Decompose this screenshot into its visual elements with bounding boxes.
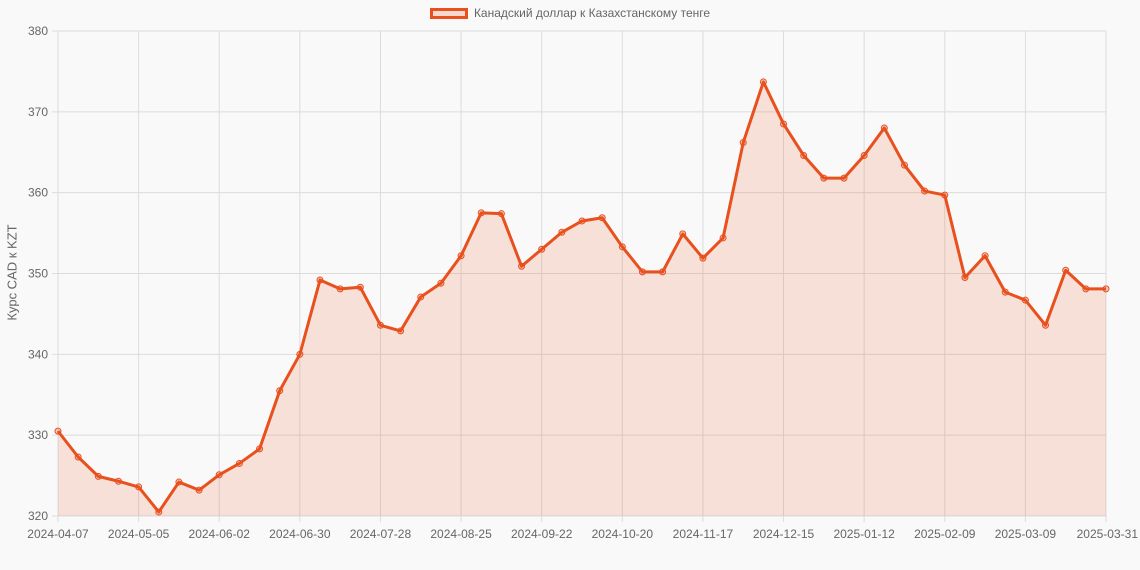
data-point [1062, 266, 1070, 274]
data-point [598, 214, 606, 222]
legend[interactable]: Канадский доллар к Казахстанскому тенге [0, 6, 1140, 20]
data-point [840, 174, 848, 182]
data-point [558, 228, 566, 236]
data-point [316, 276, 324, 284]
data-point [780, 120, 788, 128]
y-tick-label: 330 [28, 428, 48, 442]
x-tick-label: 2024-11-17 [673, 527, 734, 541]
data-point [941, 191, 949, 199]
x-tick-label: 2024-07-28 [350, 527, 412, 541]
x-tick-label: 2024-08-25 [430, 527, 492, 541]
data-point [497, 210, 505, 218]
data-point [437, 279, 445, 287]
data-point [921, 187, 929, 195]
data-point [820, 174, 828, 182]
x-tick-label: 2025-02-09 [914, 527, 976, 541]
data-point [759, 78, 767, 86]
data-point [679, 230, 687, 238]
x-tick-label: 2025-03-31 [1077, 527, 1139, 541]
x-tick-label: 2025-01-12 [833, 527, 895, 541]
y-tick-label: 360 [28, 186, 48, 200]
x-tick-label: 2024-12-15 [753, 527, 815, 541]
data-point [135, 483, 143, 491]
data-point [175, 478, 183, 486]
data-point [235, 459, 243, 467]
x-tick-label: 2024-06-30 [269, 527, 331, 541]
y-tick-label: 340 [28, 347, 48, 361]
y-tick-label: 370 [28, 105, 48, 119]
data-point [296, 350, 304, 358]
data-point [739, 139, 747, 147]
data-point [880, 124, 888, 132]
data-point [215, 471, 223, 479]
x-tick-label: 2024-04-07 [27, 527, 89, 541]
data-point [538, 245, 546, 253]
data-point [659, 268, 667, 276]
x-tick-label: 2025-03-09 [995, 527, 1057, 541]
x-tick-label: 2024-05-05 [108, 527, 170, 541]
area-fill [58, 81, 1106, 517]
legend-swatch[interactable] [429, 7, 468, 19]
x-tick-label: 2024-10-20 [592, 527, 654, 541]
data-point [477, 209, 485, 217]
data-point [376, 321, 384, 329]
data-point [800, 151, 808, 159]
data-point [518, 262, 526, 270]
data-point [114, 477, 122, 485]
data-point [900, 161, 908, 169]
data-point [719, 234, 727, 242]
x-tick-label: 2024-09-22 [511, 527, 573, 541]
data-point [356, 283, 364, 291]
data-point [860, 151, 868, 159]
data-point [618, 243, 626, 251]
data-point [1001, 288, 1009, 296]
data-point [961, 274, 969, 282]
y-tick-label: 320 [28, 509, 48, 523]
x-tick-label: 2024-06-02 [189, 527, 251, 541]
data-point [336, 285, 344, 293]
data-point [981, 252, 989, 260]
data-point [1021, 296, 1029, 304]
data-point [1102, 285, 1110, 293]
y-tick-label: 380 [28, 24, 48, 38]
data-point [195, 486, 203, 494]
data-point [397, 327, 405, 335]
data-point [417, 293, 425, 301]
data-point [699, 254, 707, 262]
data-point [1042, 321, 1050, 329]
data-point [155, 508, 163, 516]
data-point [74, 453, 82, 461]
y-tick-label: 350 [28, 267, 48, 281]
data-point [457, 252, 465, 260]
data-point [276, 387, 284, 395]
data-line [56, 80, 1106, 514]
legend-label[interactable]: Канадский доллар к Казахстанскому тенге [473, 6, 711, 20]
data-point [578, 217, 586, 225]
data-point [94, 472, 102, 480]
data-point [256, 445, 264, 453]
data-point [54, 427, 62, 435]
data-point [638, 268, 646, 276]
data-point [1082, 285, 1090, 293]
